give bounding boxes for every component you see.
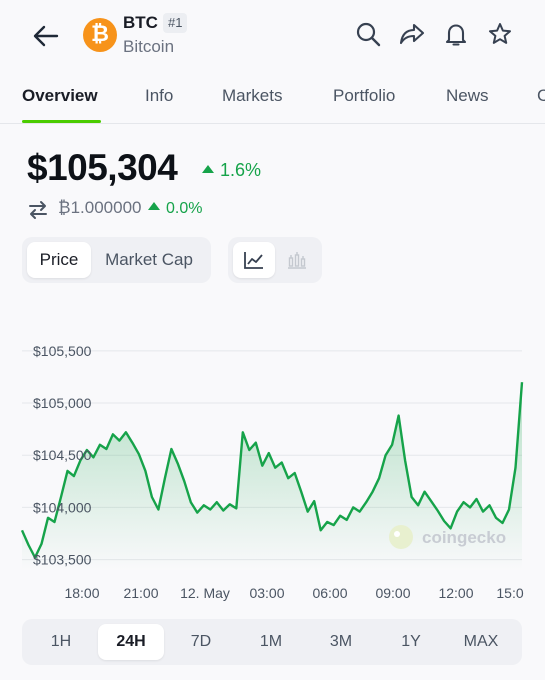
range-option-max[interactable]: MAX <box>463 633 499 650</box>
range-option-24h[interactable]: 24H <box>98 624 164 660</box>
price-area-fill <box>22 382 522 570</box>
chart-type-toggle <box>228 237 322 283</box>
swap-icon[interactable] <box>27 199 49 221</box>
price-chart[interactable]: $105,500 $105,000 $104,500 $104,000 $103,500… <box>0 330 545 610</box>
btc-change-value: 0.0% <box>166 200 203 217</box>
time-range-selector: 1H 24H 7D 1M 3M 1Y MAX <box>22 619 522 665</box>
price-change: 1.6% <box>202 160 261 181</box>
x-tick-label: 12. May <box>180 585 230 601</box>
tab-markets[interactable]: Markets <box>222 86 283 105</box>
price-change-value: 1.6% <box>220 160 262 180</box>
range-option-1y[interactable]: 1Y <box>401 633 421 650</box>
tab-bar: Overview Info Markets Portfolio News C <box>0 72 545 124</box>
candlestick-icon <box>288 252 306 269</box>
current-price: $105,304 <box>27 147 178 188</box>
tab-info[interactable]: Info <box>145 86 174 105</box>
y-tick-label: $105,500 <box>33 343 92 359</box>
y-tick-label: $105,000 <box>33 395 92 411</box>
tab-overflow[interactable]: C <box>537 86 545 106</box>
watermark-text: coingecko <box>422 528 506 547</box>
tab-news[interactable]: News <box>446 86 489 105</box>
coin-name: Bitcoin <box>123 37 175 56</box>
bitcoin-icon: ₿ <box>83 18 117 52</box>
btc-price: ₿1.000000 <box>58 198 142 217</box>
x-tick-label: 03:00 <box>249 585 284 601</box>
line-chart-button[interactable] <box>233 242 275 278</box>
price-line <box>20 382 524 559</box>
range-option-7d[interactable]: 7D <box>190 633 212 650</box>
range-option-3m[interactable]: 3M <box>329 633 353 650</box>
up-triangle-icon <box>148 202 160 210</box>
x-tick-label: 06:00 <box>312 585 347 601</box>
y-tick-label: $104,500 <box>33 447 92 463</box>
coingecko-watermark: coingecko <box>389 525 506 549</box>
top-bar: ₿ BTC #1 Bitcoin <box>0 0 545 72</box>
chart-metric-toggle: Price Market Cap <box>22 237 211 283</box>
rank-badge: #1 <box>163 13 188 33</box>
x-tick-label: 18:00 <box>64 585 99 601</box>
y-axis-labels: $105,500 $105,000 $104,500 $104,000 $103,500 <box>33 343 92 568</box>
x-tick-label: 21:00 <box>123 585 158 601</box>
tab-overview[interactable]: Overview <box>22 86 98 105</box>
btc-change: 0.0% <box>148 200 202 218</box>
y-tick-label: $104,000 <box>33 499 92 515</box>
bell-icon[interactable] <box>442 20 470 48</box>
active-tab-indicator <box>22 120 101 123</box>
range-option-1h[interactable]: 1H <box>50 633 72 650</box>
coin-symbol: BTC <box>123 13 158 32</box>
tab-portfolio[interactable]: Portfolio <box>333 86 396 105</box>
up-triangle-icon <box>202 165 214 173</box>
line-chart-icon <box>244 252 263 269</box>
candlestick-chart-button[interactable] <box>276 242 318 278</box>
search-icon[interactable] <box>354 20 382 48</box>
marketcap-toggle-button[interactable]: Market Cap <box>105 250 193 269</box>
y-tick-label: $103,500 <box>33 552 92 568</box>
share-icon[interactable] <box>398 20 426 48</box>
range-option-1m[interactable]: 1M <box>259 633 283 650</box>
x-tick-label: 09:00 <box>375 585 410 601</box>
back-arrow-icon[interactable] <box>30 20 62 52</box>
x-tick-label: 15:0 <box>496 585 523 601</box>
price-toggle-button[interactable]: Price <box>27 242 91 278</box>
star-icon[interactable] <box>486 20 514 48</box>
x-tick-label: 12:00 <box>438 585 473 601</box>
x-axis-labels: 18:00 21:00 12. May 03:00 06:00 09:00 12:00 15:… <box>64 585 523 601</box>
